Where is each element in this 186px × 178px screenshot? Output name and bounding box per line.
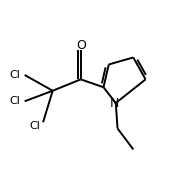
Text: O: O bbox=[76, 39, 86, 52]
Text: Cl: Cl bbox=[30, 121, 40, 131]
Text: N: N bbox=[110, 97, 120, 110]
Text: Cl: Cl bbox=[9, 96, 20, 106]
Text: Cl: Cl bbox=[9, 70, 20, 80]
